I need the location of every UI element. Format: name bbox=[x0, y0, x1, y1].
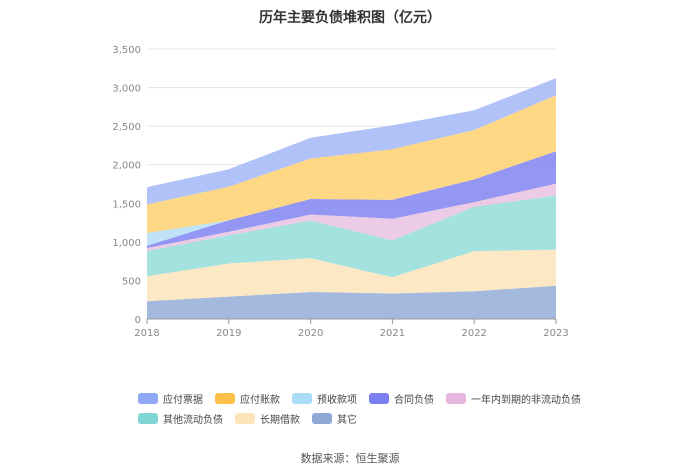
area-series bbox=[147, 151, 556, 248]
chart-title: 历年主要负债堆积图（亿元） bbox=[259, 10, 441, 26]
legend-label: 其它 bbox=[337, 414, 357, 426]
x-tick-label: 2020 bbox=[298, 328, 323, 339]
legend-item[interactable]: 长期借款 bbox=[235, 411, 300, 426]
area-series bbox=[147, 249, 556, 302]
legend-row: 其他流动负债 长期借款 其它 bbox=[138, 408, 578, 428]
legend-swatch bbox=[446, 392, 466, 404]
x-tick-label: 2021 bbox=[380, 328, 405, 339]
y-tick-label: 3,000 bbox=[112, 84, 141, 95]
legend-item[interactable]: 其他流动负债 bbox=[138, 411, 223, 426]
y-tick-label: 0 bbox=[135, 315, 141, 326]
stacked-area-chart: 0 500 1,000 1,500 2,000 2,500 3,000 3,500 2018 20… bbox=[112, 45, 568, 339]
legend-row: 应付票据 应付账款 预收款项 合同负债 一年内到期的非流动负债 bbox=[138, 388, 581, 408]
area-series bbox=[147, 78, 556, 205]
legend-item[interactable]: 应付票据 bbox=[138, 391, 203, 406]
chart-legend: 应付票据 应付账款 预收款项 合同负债 一年内到期的非流动负债其他流动负债 长期借款 其它 bbox=[138, 388, 581, 428]
x-tick-label: 2022 bbox=[461, 328, 486, 339]
legend-swatch bbox=[235, 412, 255, 424]
legend-swatch bbox=[369, 392, 389, 404]
legend-item[interactable]: 合同负债 bbox=[369, 391, 434, 406]
legend-swatch bbox=[215, 392, 235, 404]
legend-label: 合同负债 bbox=[394, 394, 434, 406]
area-series bbox=[147, 183, 556, 252]
area-series bbox=[147, 195, 556, 278]
legend-label: 应付票据 bbox=[163, 394, 203, 406]
legend-label: 预收款项 bbox=[317, 394, 357, 406]
y-tick-label: 2,000 bbox=[112, 161, 141, 172]
y-tick-label: 1,500 bbox=[112, 199, 141, 210]
legend-swatch bbox=[138, 412, 158, 424]
x-tick-label: 2018 bbox=[134, 328, 159, 339]
y-tick-label: 500 bbox=[122, 276, 141, 287]
legend-label: 应付账款 bbox=[240, 394, 280, 406]
y-tick-label: 2,500 bbox=[112, 122, 141, 133]
x-tick-label: 2023 bbox=[543, 328, 568, 339]
legend-item[interactable]: 一年内到期的非流动负债 bbox=[446, 391, 581, 406]
legend-label: 其他流动负债 bbox=[163, 414, 223, 426]
x-tick-label: 2019 bbox=[216, 328, 241, 339]
legend-swatch bbox=[138, 392, 158, 404]
legend-label: 一年内到期的非流动负债 bbox=[471, 394, 581, 406]
y-tick-label: 3,500 bbox=[112, 45, 141, 56]
legend-item[interactable]: 其它 bbox=[312, 411, 357, 426]
legend-label: 长期借款 bbox=[260, 414, 300, 426]
area-series bbox=[147, 285, 556, 319]
y-tick-label: 1,000 bbox=[112, 238, 141, 249]
data-source-note: 数据来源：恒生聚源 bbox=[300, 452, 400, 465]
legend-swatch bbox=[312, 412, 332, 424]
legend-item[interactable]: 预收款项 bbox=[292, 391, 357, 406]
area-series bbox=[147, 95, 556, 233]
legend-swatch bbox=[292, 392, 312, 404]
legend-item[interactable]: 应付账款 bbox=[215, 391, 280, 406]
